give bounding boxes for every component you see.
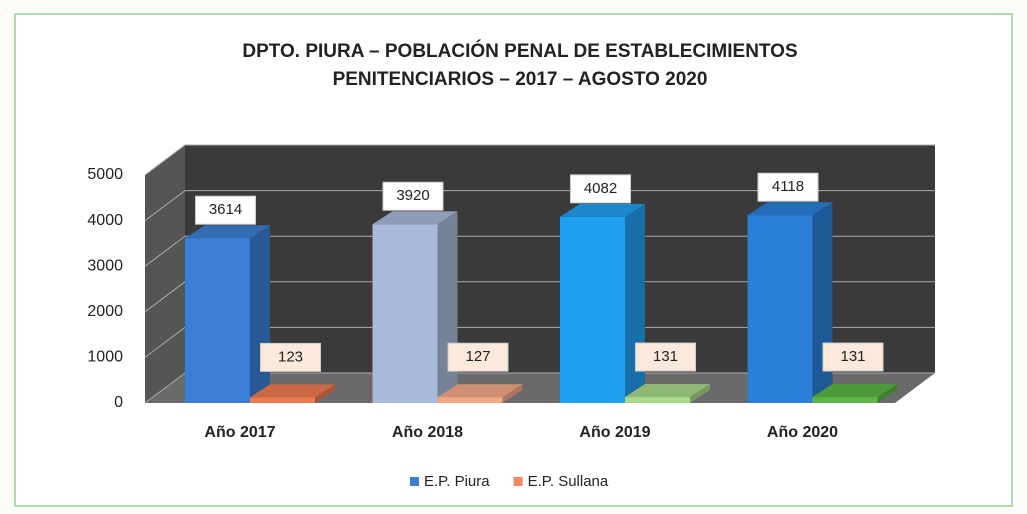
- y-tick-label: 4000: [87, 212, 123, 229]
- x-tick-label: Año 2019: [579, 424, 650, 441]
- bar-side: [315, 384, 335, 403]
- bar-top: [625, 384, 710, 398]
- bar-side: [502, 384, 523, 403]
- legend-swatch: [513, 477, 523, 486]
- bar-top: [437, 384, 523, 398]
- bar: [185, 238, 250, 403]
- bar: [625, 397, 690, 403]
- bar-side: [877, 384, 898, 403]
- bar-side: [250, 225, 270, 403]
- floor: [145, 373, 935, 403]
- value-label-box: [447, 342, 509, 372]
- value-label-box: [570, 174, 631, 204]
- y-tick-label: 3000: [87, 257, 123, 274]
- bar-side: [690, 384, 710, 403]
- bar-side: [812, 202, 833, 403]
- value-label: 131: [840, 348, 865, 365]
- value-label: 131: [653, 348, 678, 365]
- x-tick-label: Año 2020: [767, 424, 838, 441]
- legend-label: E.P. Sullana: [528, 473, 609, 490]
- chart-title: DPTO. PIURA – POBLACIÓN PENAL DE ESTABLE…: [242, 40, 797, 62]
- grid-line: [144, 235, 935, 267]
- y-tick-label: 0: [114, 394, 123, 411]
- y-tick-label: 1000: [87, 349, 123, 366]
- bar-top: [250, 384, 335, 398]
- value-label-box: [822, 342, 884, 372]
- value-label-box: [195, 195, 256, 225]
- bar-side: [625, 203, 645, 403]
- x-tick-label: Año 2018: [392, 424, 463, 441]
- x-tick-label: Año 2017: [204, 424, 275, 441]
- grid-line: [144, 190, 935, 222]
- value-label: 123: [278, 348, 303, 365]
- value-label-box: [635, 342, 696, 372]
- legend-swatch: [410, 477, 419, 486]
- grid-line: [144, 144, 935, 176]
- side-wall: [145, 145, 185, 403]
- bar: [747, 215, 813, 403]
- value-label-box: [260, 342, 321, 372]
- y-tick-label: 2000: [87, 303, 123, 320]
- bar-top: [185, 225, 270, 239]
- bar-top: [747, 202, 833, 216]
- bar-side: [437, 211, 458, 403]
- value-label: 4082: [584, 180, 617, 197]
- bar: [812, 397, 878, 403]
- legend-label: E.P. Piura: [424, 473, 490, 490]
- bar-top: [560, 203, 645, 217]
- bar: [437, 397, 503, 403]
- value-label-box: [382, 181, 444, 211]
- bar: [560, 216, 625, 403]
- value-label: 127: [465, 348, 490, 365]
- bar: [250, 397, 315, 403]
- value-label: 3614: [209, 201, 242, 218]
- value-label: 4118: [772, 178, 804, 195]
- bar: [372, 224, 438, 403]
- value-label-box: [757, 172, 819, 202]
- chart-title: PENITENCIARIOS – 2017 – AGOSTO 2020: [333, 69, 708, 90]
- bar-top: [812, 384, 898, 398]
- y-tick-label: 5000: [87, 166, 123, 183]
- bar-top: [372, 211, 458, 225]
- value-label: 3920: [396, 187, 429, 204]
